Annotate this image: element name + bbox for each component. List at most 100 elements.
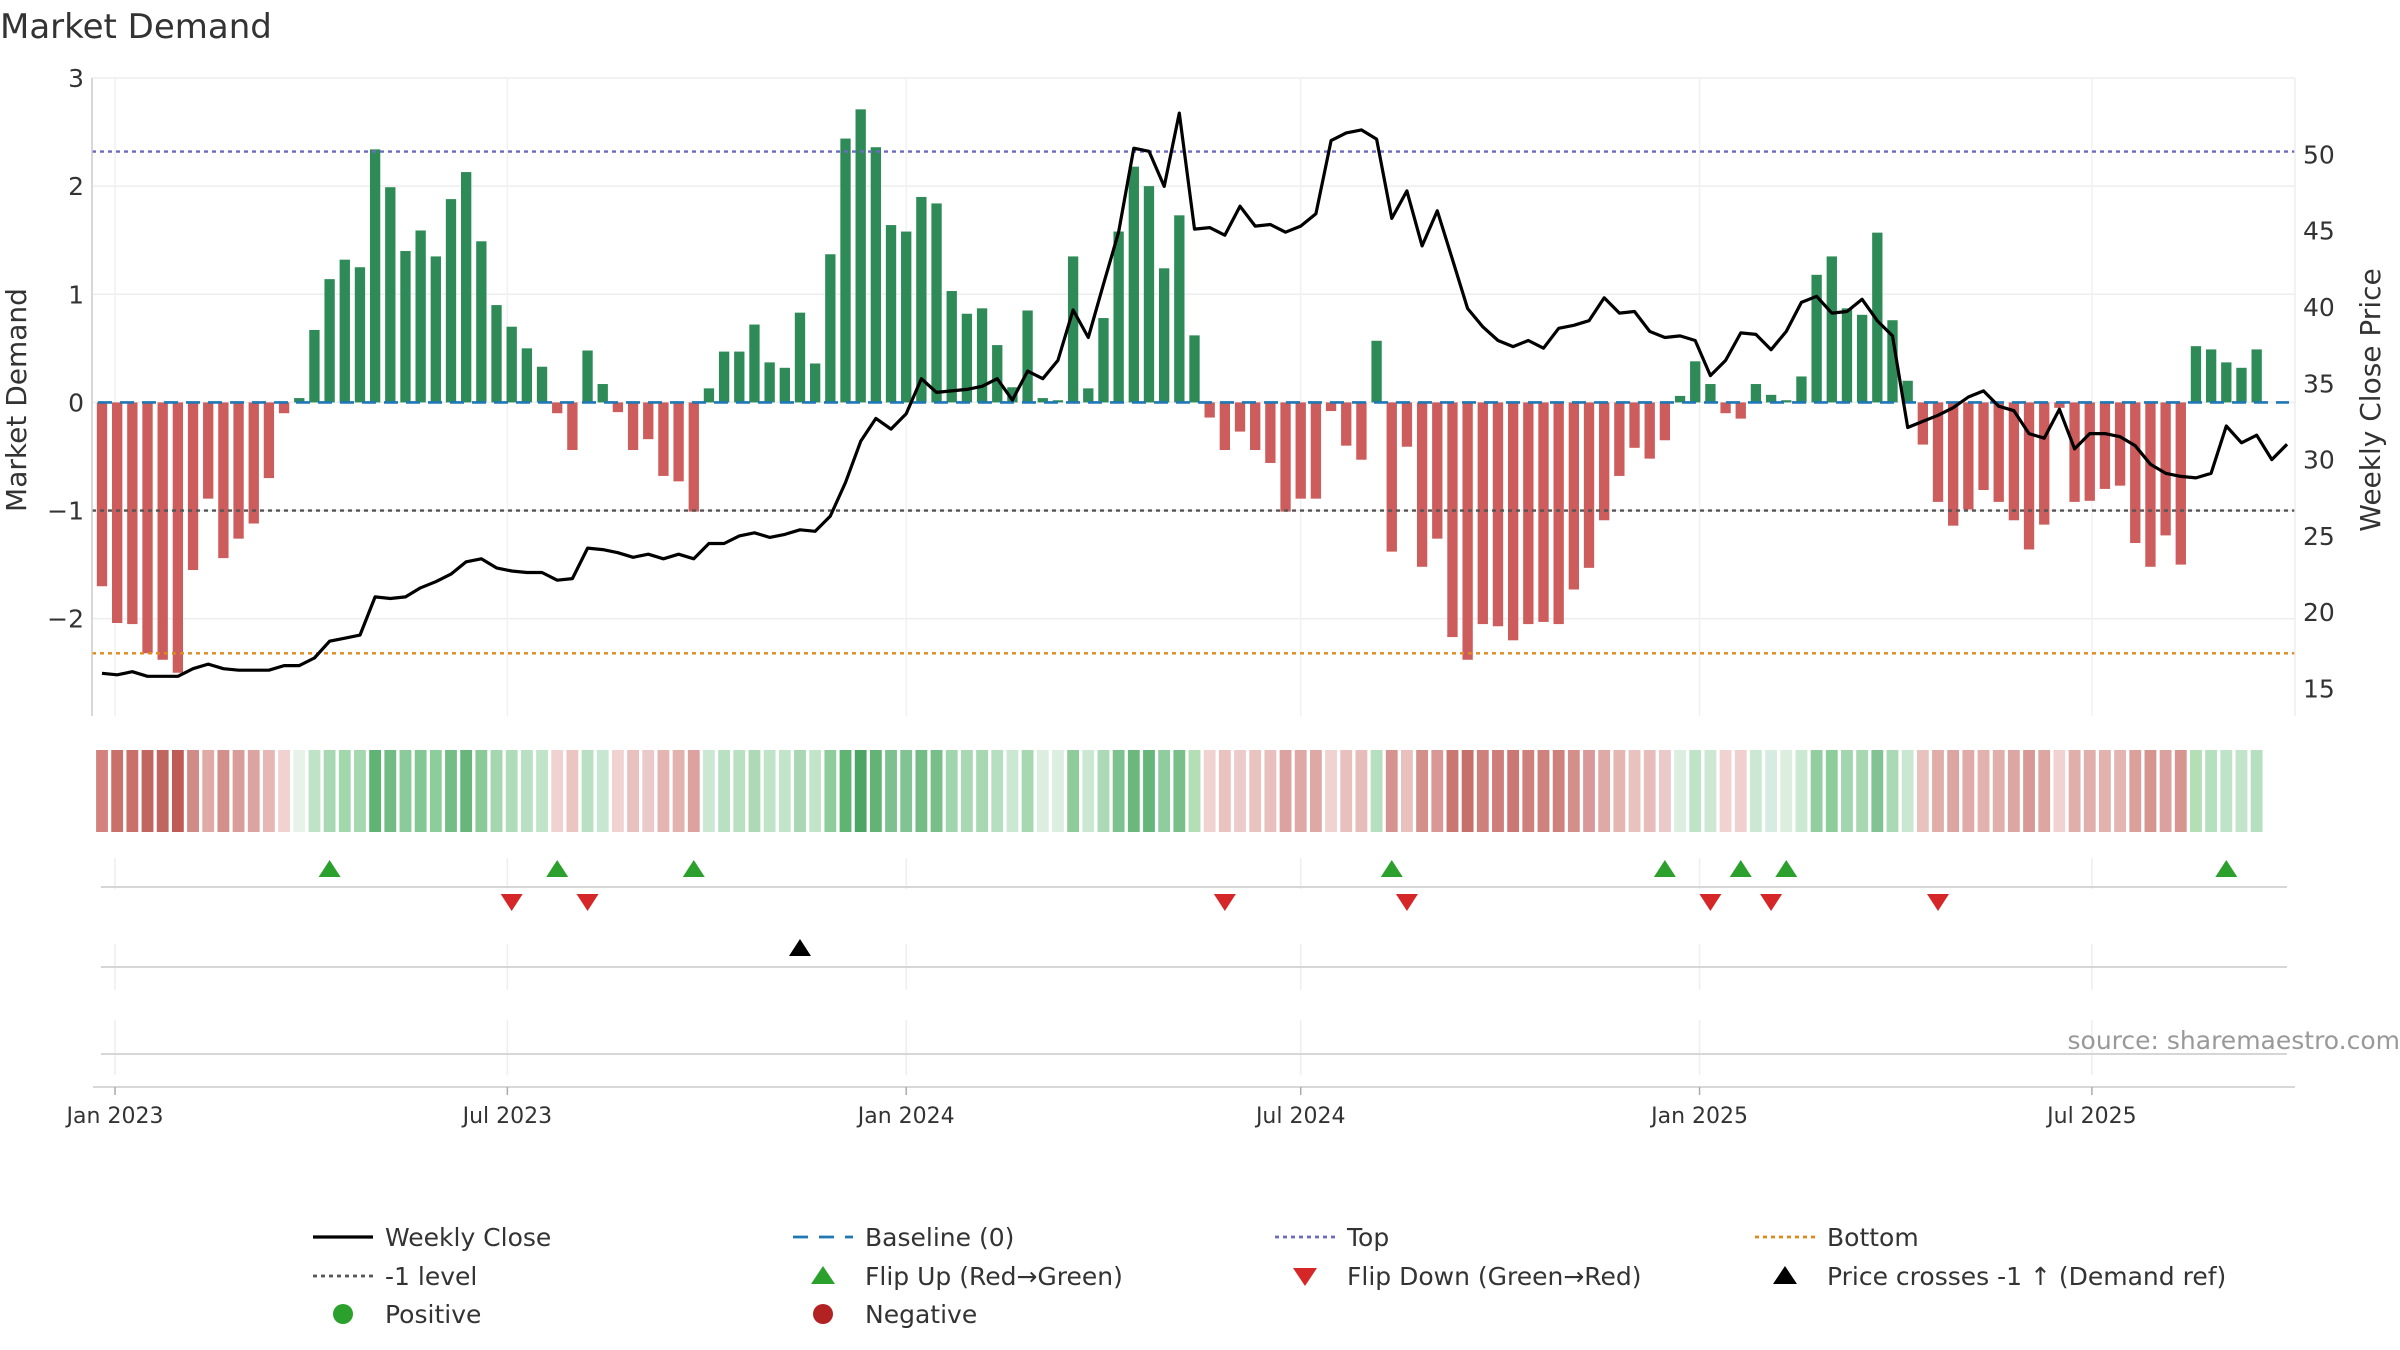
strip-cell — [2038, 750, 2051, 832]
strip-cell — [369, 750, 382, 832]
strip-cell — [778, 750, 791, 832]
strip-cell — [1765, 750, 1778, 832]
demand-bar — [901, 231, 912, 403]
demand-bar — [1113, 231, 1124, 403]
demand-bar — [1356, 402, 1367, 460]
demand-bar — [2008, 402, 2020, 521]
strip-cell — [1355, 750, 1368, 832]
demand-bar — [142, 402, 153, 654]
strip-cell — [475, 750, 488, 832]
strip-cell — [687, 750, 700, 832]
strip-cell — [1067, 750, 1080, 832]
strip-cell — [262, 750, 275, 832]
strip-cell — [1734, 750, 1747, 832]
demand-bar — [536, 366, 548, 403]
strip-cell — [1370, 750, 1383, 832]
strip-cell — [1977, 750, 1990, 832]
chart-title: Market Demand — [0, 7, 272, 47]
strip-cell — [323, 750, 336, 832]
demand-bar — [369, 149, 381, 403]
strip-cell — [1841, 750, 1853, 832]
strip-cell — [429, 750, 442, 832]
demand-bar — [430, 256, 441, 403]
strip-cell — [703, 750, 715, 832]
strip-cell — [2083, 750, 2096, 832]
flip-down-marker — [1927, 894, 1950, 911]
flip-up-marker — [1775, 860, 1798, 877]
strip-cell — [763, 750, 776, 832]
strip-cell — [596, 750, 609, 832]
demand-bar — [1158, 268, 1170, 403]
demand-bar — [1325, 402, 1337, 412]
strip-cell — [2205, 750, 2218, 832]
flip-down-marker — [1395, 894, 1418, 911]
demand-bar — [992, 345, 1003, 403]
strip-cell — [520, 750, 533, 832]
x-tick-label: Jan 2023 — [65, 1104, 164, 1129]
strip-cell — [1613, 750, 1626, 832]
demand-bar — [400, 251, 411, 403]
strip-cell — [354, 750, 366, 832]
strip-cell — [657, 750, 670, 832]
demand-bar — [658, 402, 669, 476]
demand-bar — [172, 402, 184, 673]
strip-cell — [2129, 750, 2142, 832]
strip-cell — [718, 750, 731, 832]
strip-cell — [1431, 750, 1444, 832]
flip-up-marker — [318, 860, 341, 877]
strip-cell — [794, 750, 806, 832]
demand-bar — [825, 254, 836, 403]
strip-cell — [1795, 750, 1808, 832]
demand-bar — [688, 402, 699, 512]
demand-bar — [1477, 402, 1488, 625]
demand-bar — [1993, 402, 2004, 502]
strip-cell — [1947, 750, 1960, 832]
legend-item: Baseline (0) — [793, 1223, 1014, 1252]
demand-bar — [354, 267, 366, 403]
demand-bar — [96, 402, 108, 587]
strip-cell — [1097, 750, 1110, 832]
legend-item: Negative — [813, 1300, 977, 1329]
strip-cell — [2068, 750, 2081, 832]
strip-cell — [1780, 750, 1793, 832]
y-tick-label: 3 — [68, 64, 84, 93]
demand-bar — [506, 326, 517, 403]
strip-cell — [1507, 750, 1520, 832]
demand-bar — [643, 402, 654, 440]
demand-bar — [1674, 395, 1686, 403]
demand-bar — [961, 313, 973, 403]
demand-bar — [2130, 402, 2141, 543]
y2-tick-label: 45 — [2303, 217, 2335, 246]
strip-cell — [445, 750, 457, 832]
strip-cell — [1583, 750, 1595, 832]
flip-up-marker — [1380, 860, 1403, 877]
strip-cell — [1203, 750, 1216, 832]
strip-cell — [611, 750, 624, 832]
demand-bar — [764, 362, 775, 403]
demand-bar — [2145, 402, 2156, 567]
demand-bar — [1872, 232, 1883, 403]
demand-bar — [2175, 402, 2186, 565]
strip-cell — [885, 750, 897, 832]
demand-bar — [1204, 402, 1215, 418]
demand-bar — [203, 402, 214, 499]
legend-label: Price crosses -1 ↑ (Demand ref) — [1827, 1262, 2226, 1291]
legend: Weekly Close Baseline (0) Top Bottom -1 leve… — [313, 1223, 2226, 1329]
signal-panels — [101, 858, 2287, 1075]
legend-label: Flip Down (Green→Red) — [1347, 1262, 1642, 1291]
demand-bar — [855, 109, 866, 403]
demand-bar — [1341, 402, 1352, 446]
demand-bar — [1856, 314, 1868, 403]
demand-bar — [1902, 380, 1913, 403]
demand-bar — [2251, 349, 2262, 403]
strip-cell — [642, 750, 655, 832]
strip-cell — [672, 750, 685, 832]
strip-cell — [976, 750, 988, 832]
legend-swatch-triangle-down — [1293, 1268, 1317, 1286]
demand-bar — [703, 388, 715, 403]
strip-cell — [1158, 750, 1171, 832]
demand-bar — [1917, 402, 1928, 445]
demand-bar — [233, 402, 244, 539]
demand-bars — [96, 109, 2262, 673]
demand-bar — [2160, 402, 2171, 536]
